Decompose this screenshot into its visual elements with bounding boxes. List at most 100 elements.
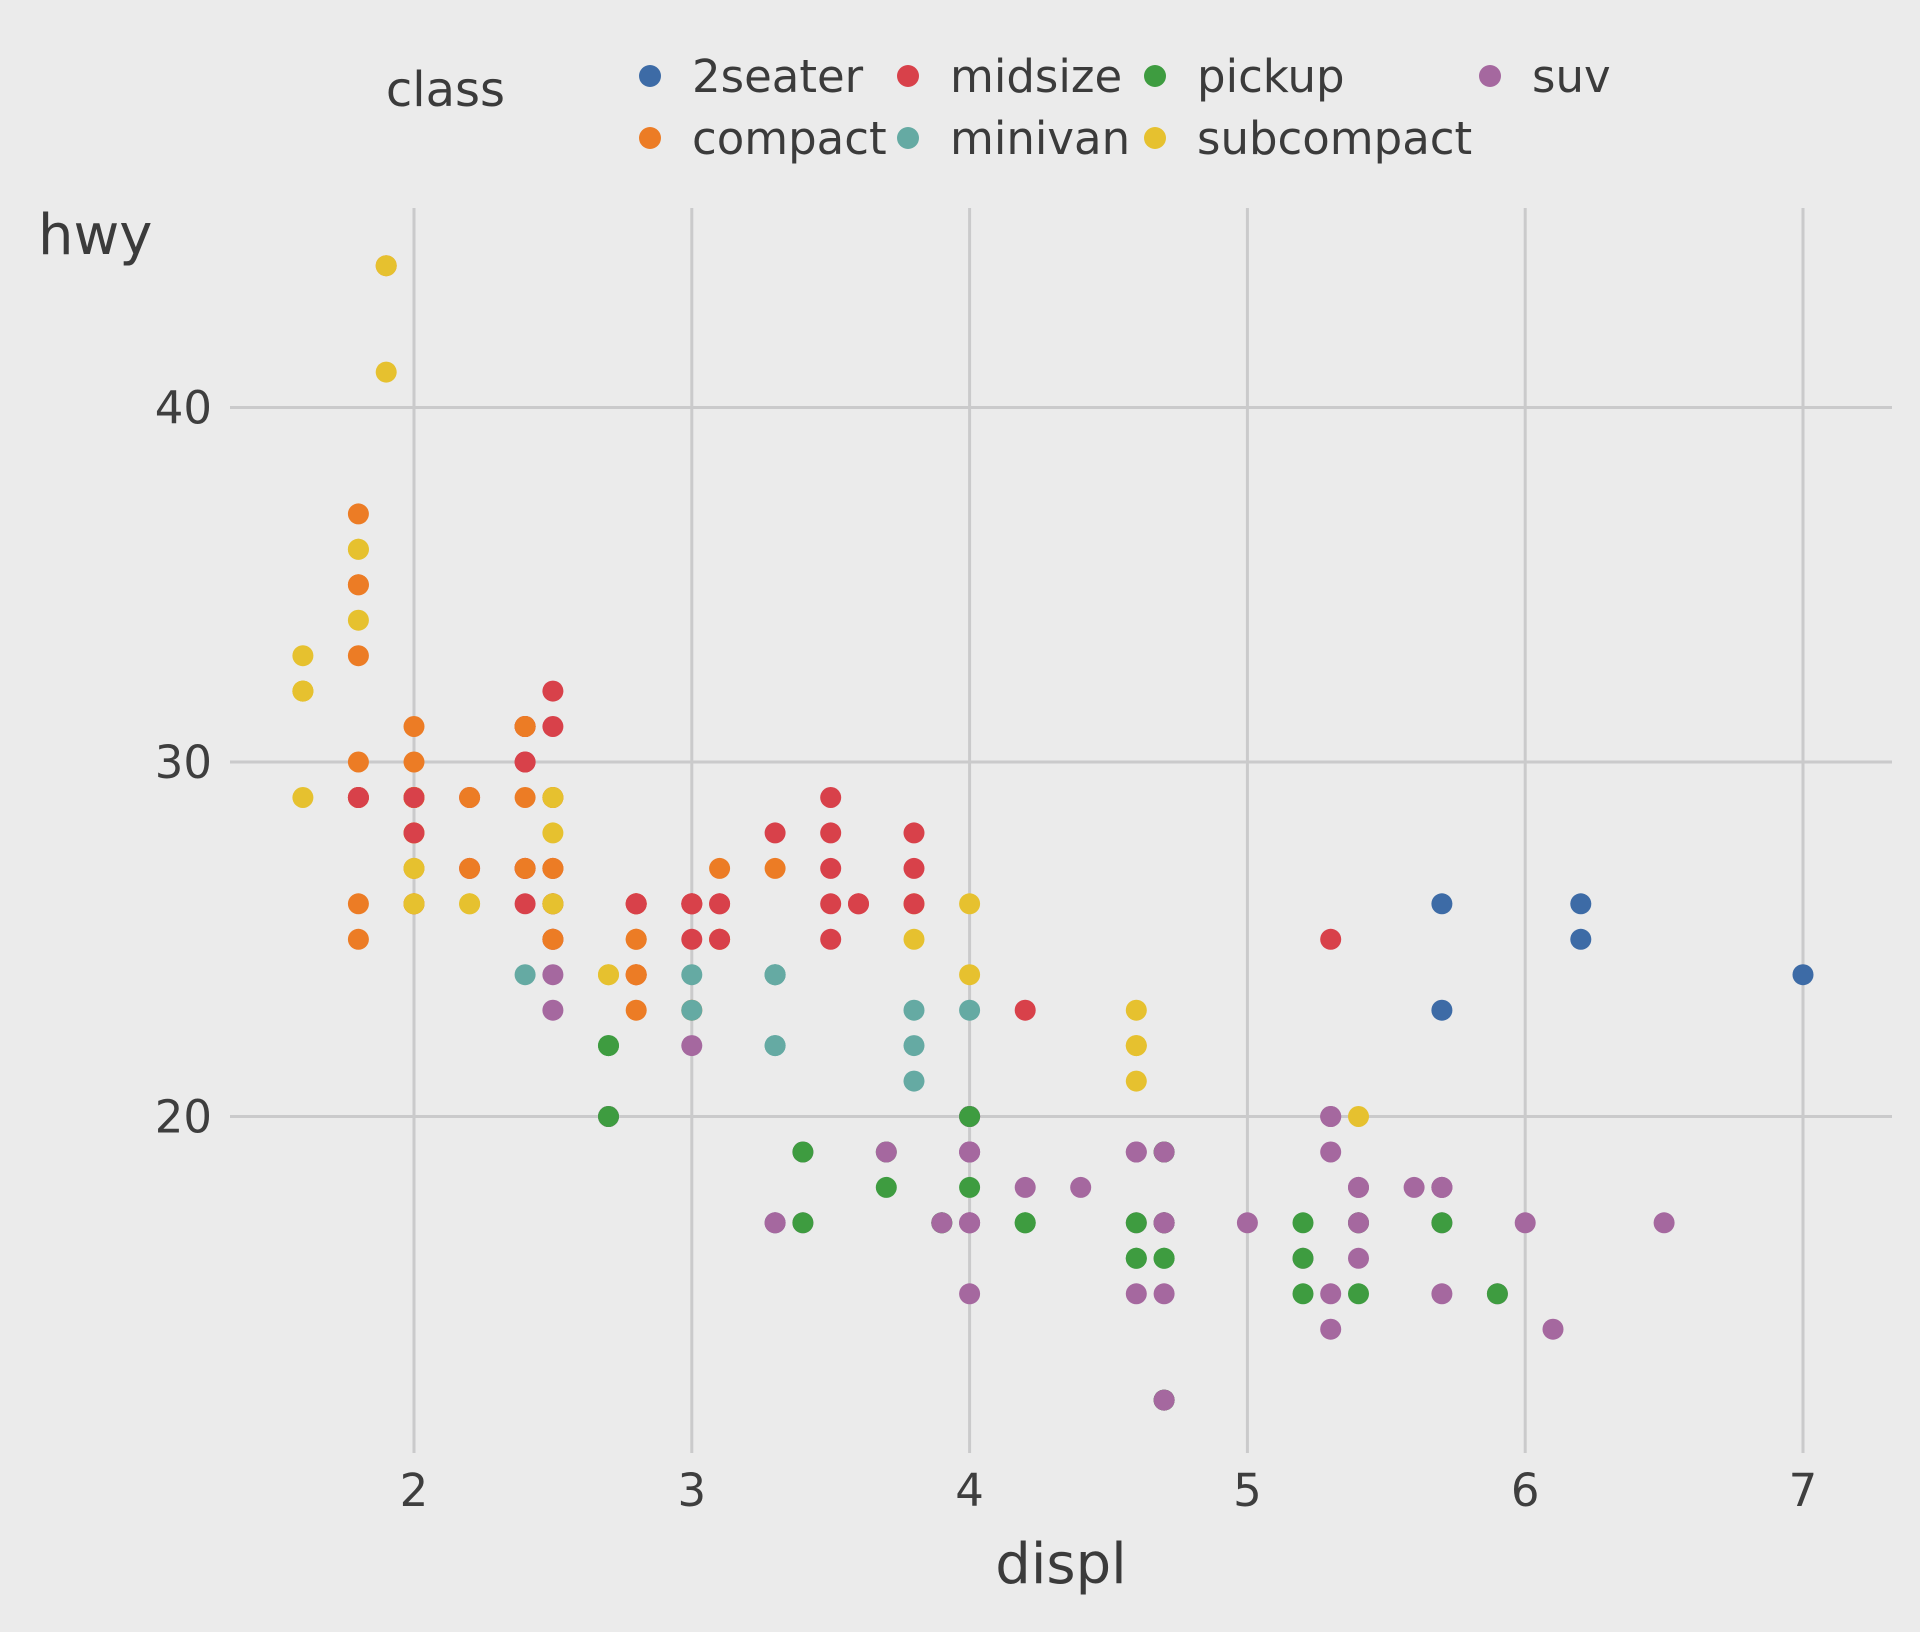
data-point-suv — [1320, 1283, 1342, 1305]
data-point-suv — [1348, 1212, 1369, 1234]
data-point-minivan — [903, 1035, 925, 1057]
data-point-midsize — [514, 751, 536, 773]
data-point-suv — [681, 1035, 703, 1057]
data-point-suv — [1125, 1141, 1147, 1163]
data-point-pickup — [792, 1212, 814, 1234]
data-point-midsize — [681, 928, 703, 950]
data-point-pickup — [1348, 1283, 1369, 1305]
data-point-compact — [709, 857, 731, 879]
data-point-suv — [542, 999, 564, 1021]
data-point-suv — [1153, 1389, 1175, 1411]
data-point-compact — [542, 857, 564, 879]
data-point-midsize — [514, 893, 536, 915]
data-point-minivan — [681, 999, 703, 1021]
data-point-compact — [403, 716, 425, 737]
legend-marker-2seater — [639, 65, 661, 87]
data-point-pickup — [1431, 1212, 1453, 1234]
legend-label-midsize: midsize — [950, 50, 1122, 103]
legend-label-2seater: 2seater — [692, 50, 864, 103]
data-point-suv — [1431, 1176, 1453, 1198]
data-point-subcompact — [403, 893, 425, 915]
data-point-suv — [1320, 1318, 1342, 1340]
legend-marker-minivan — [897, 127, 919, 149]
data-point-subcompact — [292, 680, 314, 702]
data-point-compact — [514, 716, 536, 737]
data-point-midsize — [347, 787, 369, 808]
data-point-suv — [875, 1141, 897, 1163]
data-point-midsize — [403, 787, 425, 808]
data-point-midsize — [542, 680, 564, 702]
data-point-2seater — [1431, 893, 1453, 915]
data-point-compact — [459, 857, 481, 879]
data-point-subcompact — [1125, 1035, 1147, 1057]
data-point-suv — [1320, 1106, 1342, 1127]
y-tick-label-20: 20 — [155, 1091, 212, 1144]
legend-label-suv: suv — [1532, 50, 1611, 103]
legend-marker-midsize — [897, 65, 919, 87]
data-point-compact — [542, 928, 564, 950]
data-point-midsize — [709, 893, 731, 915]
data-point-midsize — [903, 893, 925, 915]
data-point-subcompact — [347, 609, 369, 631]
data-point-suv — [542, 964, 564, 986]
data-point-pickup — [1292, 1212, 1314, 1234]
x-tick-label-6: 6 — [1511, 1464, 1540, 1517]
legend-marker-pickup — [1144, 65, 1166, 87]
data-point-subcompact — [375, 255, 397, 277]
data-point-minivan — [681, 964, 703, 986]
data-point-2seater — [1570, 928, 1592, 950]
data-point-subcompact — [1125, 999, 1147, 1021]
data-point-minivan — [764, 1035, 786, 1057]
data-point-subcompact — [959, 893, 981, 915]
legend-marker-compact — [639, 127, 661, 149]
legend-title: class — [385, 62, 505, 118]
data-point-suv — [1403, 1176, 1425, 1198]
data-point-suv — [931, 1212, 953, 1234]
legend-label-subcompact: subcompact — [1197, 112, 1472, 165]
data-point-subcompact — [459, 893, 481, 915]
data-point-subcompact — [903, 928, 925, 950]
data-point-suv — [1014, 1176, 1036, 1198]
x-tick-label-3: 3 — [677, 1464, 706, 1517]
data-point-suv — [959, 1212, 981, 1234]
data-point-compact — [514, 787, 536, 808]
data-point-subcompact — [959, 964, 981, 986]
data-point-subcompact — [542, 893, 564, 915]
x-tick-label-7: 7 — [1789, 1464, 1818, 1517]
data-point-suv — [1542, 1318, 1564, 1340]
legend-marker-subcompact — [1144, 127, 1166, 149]
data-point-suv — [1653, 1212, 1675, 1234]
data-point-suv — [959, 1283, 981, 1305]
data-point-pickup — [1292, 1247, 1314, 1269]
data-point-minivan — [514, 964, 536, 986]
data-point-pickup — [1486, 1283, 1508, 1305]
legend-label-pickup: pickup — [1197, 50, 1345, 103]
data-point-subcompact — [598, 964, 619, 986]
data-point-compact — [347, 893, 369, 915]
data-point-suv — [1125, 1283, 1147, 1305]
data-point-pickup — [1014, 1212, 1036, 1234]
data-point-pickup — [1125, 1247, 1147, 1269]
data-point-suv — [1348, 1176, 1369, 1198]
data-point-midsize — [903, 822, 925, 844]
data-point-suv — [1153, 1141, 1175, 1163]
data-point-compact — [625, 928, 647, 950]
data-point-midsize — [542, 716, 564, 737]
data-point-midsize — [1320, 928, 1342, 950]
data-point-suv — [1153, 1283, 1175, 1305]
data-point-suv — [1236, 1212, 1258, 1234]
data-point-suv — [1320, 1141, 1342, 1163]
data-point-compact — [764, 857, 786, 879]
data-point-subcompact — [1348, 1106, 1369, 1127]
data-point-minivan — [764, 964, 786, 986]
data-point-2seater — [1570, 893, 1592, 915]
data-point-suv — [1153, 1212, 1175, 1234]
legend: 2seater compact midsize minivan pickup subcom… — [639, 50, 1611, 165]
data-point-midsize — [709, 928, 731, 950]
data-point-subcompact — [347, 538, 369, 560]
data-point-compact — [347, 645, 369, 667]
data-point-minivan — [903, 1070, 925, 1092]
gridlines — [230, 208, 1892, 1453]
data-point-midsize — [403, 822, 425, 844]
